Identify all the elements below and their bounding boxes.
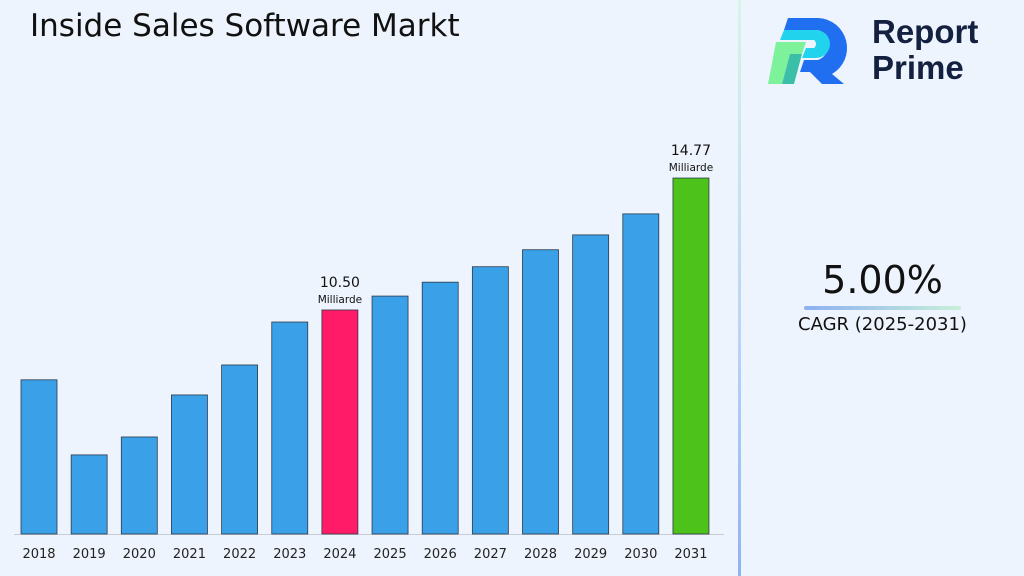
cagr-value: 5.00%: [822, 258, 943, 302]
data-label-unit-2024: Milliarde: [318, 294, 362, 306]
bar-2031: [672, 177, 710, 535]
page-title: Inside Sales Software Markt: [30, 8, 460, 44]
x-tick-label-2019: 2019: [73, 547, 106, 562]
bar-2025: [371, 295, 409, 535]
bar-2027: [471, 266, 509, 535]
cagr-label: CAGR (2025-2031): [798, 314, 967, 335]
bar-2020: [120, 436, 158, 535]
bar-2021: [171, 394, 208, 535]
report-prime-logo: Report Prime: [766, 14, 1006, 90]
cagr-panel: 5.00% CAGR (2025-2031): [790, 258, 975, 335]
x-tick-label-2025: 2025: [374, 547, 407, 562]
x-tick-label-2031: 2031: [674, 547, 707, 562]
logo-icon: [768, 18, 848, 84]
data-label-value-2031: 14.77: [671, 143, 711, 159]
x-tick-label-2021: 2021: [173, 547, 206, 562]
data-label-value-2024: 10.50: [320, 275, 360, 291]
bar-2026: [421, 281, 459, 535]
bar-2019: [70, 454, 108, 535]
data-label-unit-2031: Milliarde: [669, 162, 713, 174]
x-tick-label-2020: 2020: [123, 547, 156, 562]
x-tick-label-2028: 2028: [524, 547, 557, 562]
x-tick-label-2029: 2029: [574, 547, 607, 562]
bar-2030: [622, 213, 660, 535]
logo-text-line2: Prime: [872, 49, 964, 86]
divider: [738, 0, 741, 576]
bar-2023: [271, 321, 309, 535]
logo-text-line1: Report: [872, 13, 979, 50]
x-tick-label-2026: 2026: [424, 547, 457, 562]
bar-2029: [572, 234, 610, 535]
x-tick-label-2024: 2024: [323, 547, 356, 562]
x-tick-label-2023: 2023: [273, 547, 306, 562]
cagr-underline: [804, 306, 961, 310]
bar-2028: [522, 249, 559, 535]
x-tick-label-2018: 2018: [22, 547, 55, 562]
x-tick-label-2027: 2027: [474, 547, 507, 562]
x-tick-label-2030: 2030: [624, 547, 657, 562]
x-tick-label-2022: 2022: [223, 547, 256, 562]
bar-2024: [321, 309, 359, 535]
bar-2022: [221, 364, 259, 535]
bar-chart: 2018 2019 2020 2021 2022 2023 2024 10.50 Milliar…: [14, 143, 724, 562]
bar-2018: [20, 379, 58, 535]
